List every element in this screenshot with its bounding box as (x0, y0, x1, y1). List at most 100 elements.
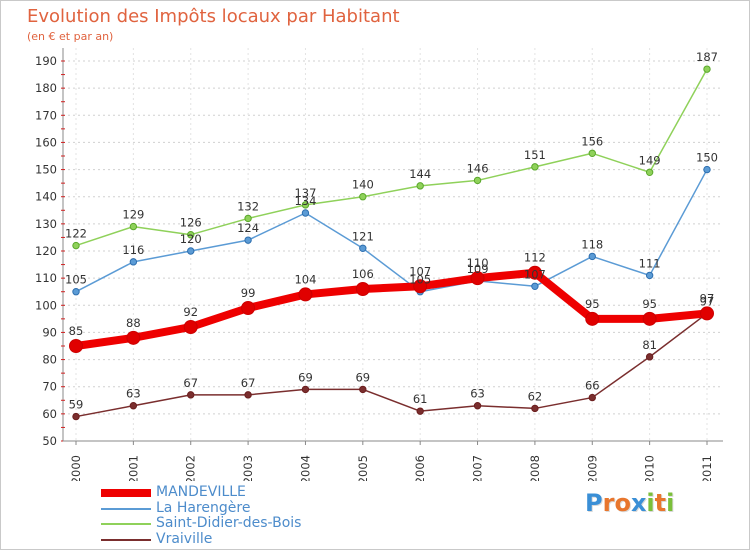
data-label: 95 (642, 297, 657, 311)
data-point (244, 214, 252, 223)
data-label: 63 (470, 387, 485, 401)
y-tick-label: 180 (35, 81, 57, 95)
plot-area (63, 48, 723, 441)
logo-letter: P (585, 489, 603, 517)
data-label: 69 (355, 370, 370, 384)
data-point (69, 339, 83, 353)
data-label: 124 (237, 221, 259, 235)
x-tick-label: 2010 (643, 455, 657, 481)
legend-item: La Harengère (101, 499, 361, 517)
data-point (187, 247, 195, 255)
data-point (645, 168, 654, 176)
data-label: 63 (126, 387, 141, 401)
data-label: 105 (65, 273, 87, 287)
data-label: 129 (122, 208, 144, 222)
data-label: 81 (642, 338, 657, 352)
data-point (588, 252, 596, 261)
data-point (359, 244, 367, 252)
y-tick-label: 190 (35, 54, 57, 68)
data-point (241, 301, 256, 315)
data-label: 150 (696, 151, 718, 165)
series-line-saint-didier-des-bois (75, 68, 708, 247)
y-tick-label: 100 (35, 298, 57, 312)
data-label: 104 (294, 272, 316, 286)
data-label: 99 (241, 286, 256, 300)
chart-subtitle: (en € et par an) (27, 30, 114, 43)
y-tick-label: 70 (42, 380, 57, 394)
data-label: 106 (352, 267, 374, 281)
y-tick-label: 110 (35, 271, 57, 285)
data-label: 67 (183, 376, 198, 390)
data-point (72, 288, 80, 296)
legend-swatch (101, 489, 151, 497)
legend-swatch (101, 538, 151, 541)
data-point (301, 385, 310, 394)
data-point (359, 385, 367, 394)
x-tick-label: 2011 (700, 455, 714, 481)
data-label: 85 (69, 324, 84, 338)
data-label: 134 (294, 194, 316, 208)
data-label: 97 (700, 294, 715, 308)
data-label: 137 (294, 186, 316, 200)
series-line-la-hareng-re (75, 168, 708, 293)
series-line-mandeville (72, 268, 711, 350)
data-label: 66 (585, 379, 600, 393)
data-point (531, 282, 539, 290)
y-tick-label: 60 (42, 407, 57, 421)
data-label: 140 (352, 178, 374, 192)
data-label: 105 (409, 273, 431, 287)
logo-letter: o (614, 489, 631, 517)
data-label: 110 (467, 256, 489, 270)
data-label: 120 (180, 232, 202, 246)
legend-label: Saint-Didier-des-Bois (156, 515, 302, 531)
legend-label: Vraiville (156, 530, 213, 547)
data-label: 112 (524, 251, 546, 265)
data-point (187, 231, 195, 239)
data-label: 126 (180, 216, 202, 230)
data-point (473, 176, 482, 185)
x-tick-label: 2009 (585, 455, 599, 481)
data-point (470, 271, 485, 286)
data-point (531, 163, 539, 171)
data-point (416, 407, 424, 415)
legend-item: Vraiville (101, 530, 361, 548)
data-label: 121 (352, 229, 374, 243)
legend-swatch (101, 507, 151, 510)
data-point (129, 222, 138, 231)
data-point (642, 311, 657, 326)
y-tick-label: 50 (42, 434, 57, 448)
legend-label: La Harengère (156, 499, 251, 516)
data-label: 146 (467, 161, 489, 175)
logo-letter: i (666, 489, 675, 517)
data-point (183, 320, 198, 334)
logo-letter: i (646, 489, 655, 517)
data-label: 132 (237, 199, 259, 213)
data-point (244, 391, 252, 399)
line-chart: 50 60 70 80 90 100 110 120 130 140 150 160 170 180 190… (35, 48, 723, 481)
data-label: 187 (696, 50, 718, 64)
data-point (129, 258, 138, 266)
x-tick-label: 2008 (528, 455, 542, 481)
x-tick-label: 2006 (413, 455, 427, 481)
y-tick-label: 80 (42, 353, 57, 367)
x-tick-label: 2003 (241, 455, 255, 481)
data-label: 92 (183, 305, 198, 319)
data-point (126, 330, 141, 345)
data-point (473, 402, 482, 410)
y-tick-label: 160 (35, 135, 57, 149)
data-point (72, 412, 80, 421)
data-point (645, 353, 654, 361)
x-tick-label: 2000 (69, 455, 83, 481)
data-point (527, 265, 542, 280)
data-label: 107 (524, 267, 546, 281)
data-point (588, 393, 596, 402)
data-point (301, 209, 310, 217)
data-label: 62 (528, 389, 543, 403)
data-label: 97 (700, 291, 715, 305)
data-label: 69 (298, 370, 313, 384)
y-tick-label: 130 (35, 217, 57, 231)
chart-title: Evolution des Impôts locaux par Habitant (27, 6, 400, 27)
data-point (359, 193, 367, 201)
proxiti-logo: Proxiti (585, 489, 674, 517)
